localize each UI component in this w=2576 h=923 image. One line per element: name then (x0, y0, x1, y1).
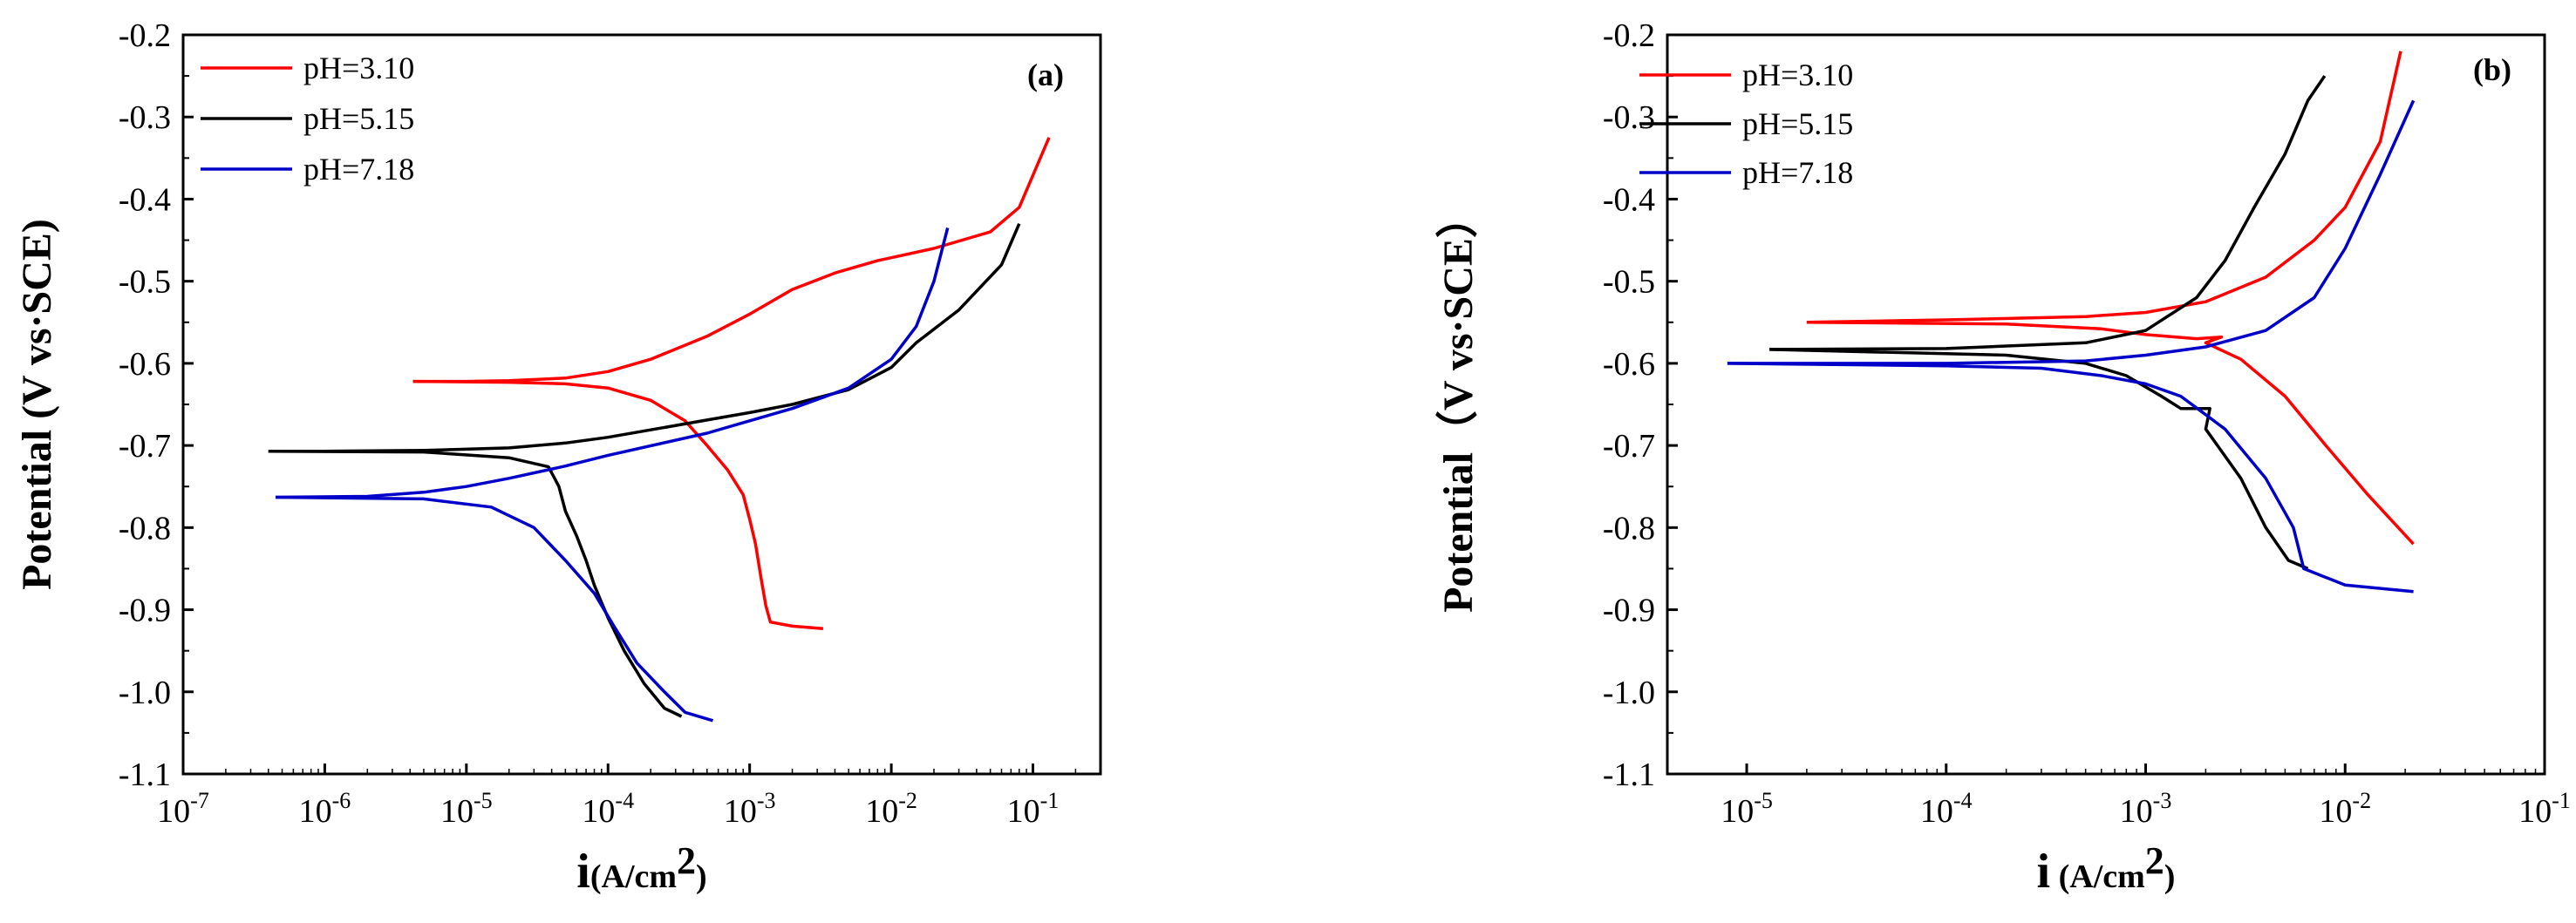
y-tick-label: -1.0 (1603, 675, 1655, 711)
legend-label: pH=5.15 (303, 101, 414, 136)
series-line-718-anodic (276, 227, 950, 499)
x-tick-label: 10-3 (2120, 788, 2172, 830)
x-tick-label: 10-5 (1721, 788, 1773, 830)
series-line-515-anodic (268, 223, 1021, 453)
panel-label: (b) (2473, 52, 2511, 87)
series-line-515-cathodic (268, 449, 683, 718)
y-axis-title: Potential (V vs·SCE) (14, 219, 60, 590)
y-tick-label: -0.5 (119, 264, 171, 301)
x-axis-title: i(A/cm2) (576, 839, 706, 899)
y-tick-label: -0.8 (119, 510, 171, 546)
y-tick-label: -0.3 (119, 99, 171, 136)
legend-label: pH=5.15 (1742, 106, 1853, 141)
series-line-310-cathodic (1806, 321, 2415, 546)
panel-label: (a) (1027, 58, 1064, 92)
y-axis-title: Potential（V vs·SCE） (1435, 196, 1482, 613)
y-tick-label: -0.9 (119, 593, 171, 629)
chart-panel-b: -0.2 -0.3 -0.4 -0.5 -0.6 -0.7 -0.8 -0.9 -1.0 -1.1… (1435, 17, 2571, 899)
x-tick-label: 10-4 (582, 788, 634, 830)
y-tick-label: -0.8 (1603, 510, 1655, 546)
x-tick-label: 10-2 (865, 788, 917, 830)
series-line-515-anodic (1769, 75, 2327, 351)
chart-panel-a: -0.2 -0.3 -0.4 -0.5 -0.6 -0.7 -0.8 -0.9 -1.0 -1.1… (14, 17, 1102, 899)
x-tick-label: 10-2 (2319, 788, 2371, 830)
plot-frame (181, 33, 1102, 776)
y-tick-label: -1.0 (119, 675, 171, 711)
y-tick-label: -0.7 (119, 428, 171, 465)
series-line-515-cathodic (1769, 348, 2309, 571)
legend-label: pH=3.10 (303, 51, 414, 85)
x-tick-label: 10-4 (1920, 788, 1973, 830)
series-line-718-anodic (1727, 99, 2416, 365)
series-line-310-anodic (412, 137, 1051, 383)
y-tick-label: -0.4 (119, 181, 171, 218)
series-line-310-anodic (1806, 51, 2402, 324)
series-line-718-cathodic (276, 495, 713, 723)
x-axis-title: i (A/cm2) (2037, 839, 2176, 899)
series-line-718-cathodic (1727, 362, 2414, 594)
x-tick-label: 10-1 (2518, 788, 2571, 830)
series-line-310-cathodic (412, 379, 824, 630)
x-tick-label: 10-1 (1007, 788, 1060, 830)
y-tick-label: -1.1 (119, 757, 171, 793)
x-tick-label: 10-7 (157, 788, 209, 830)
x-tick-label: 10-5 (440, 788, 493, 830)
x-tick-label: 10-6 (299, 788, 351, 830)
y-tick-label: -0.7 (1603, 428, 1655, 465)
y-tick-label: -0.2 (119, 17, 171, 54)
legend-label: pH=7.18 (1742, 155, 1853, 190)
y-tick-label: -0.3 (1603, 99, 1655, 136)
legend-label: pH=3.10 (1742, 58, 1853, 92)
legend-label: pH=7.18 (303, 152, 414, 187)
plot-frame (1666, 33, 2546, 776)
y-tick-label: -0.6 (119, 346, 171, 383)
y-tick-label: -0.5 (1603, 264, 1655, 301)
y-tick-label: -0.4 (1603, 181, 1655, 218)
x-tick-label: 10-3 (724, 788, 776, 830)
y-tick-label: -0.2 (1603, 17, 1655, 54)
y-tick-label: -1.1 (1603, 757, 1655, 793)
y-tick-label: -0.6 (1603, 346, 1655, 383)
y-tick-label: -0.9 (1603, 593, 1655, 629)
